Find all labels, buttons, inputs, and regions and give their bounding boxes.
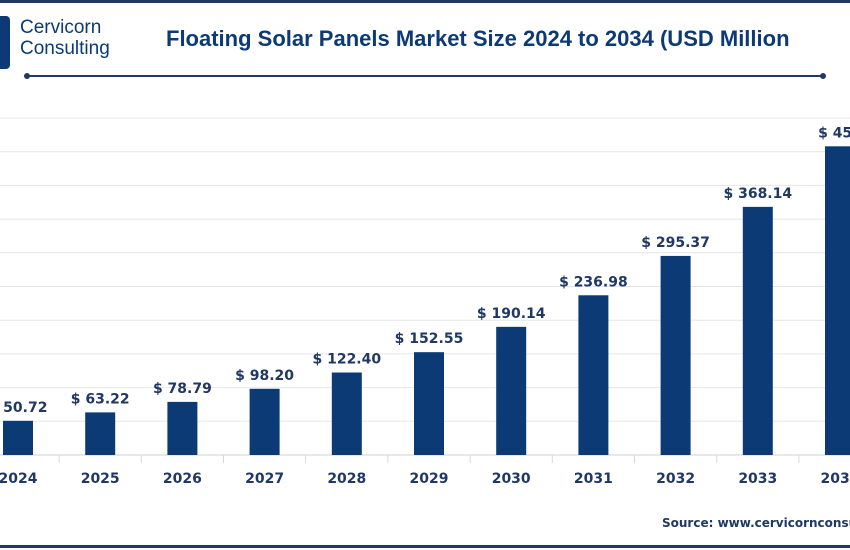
data-label-2034: $ 458 [818,125,850,141]
underline-dot-left [24,73,30,79]
x-tick-label-2034: 2034 [821,471,850,487]
data-label-2027: $ 98.20 [235,368,294,384]
brand-logo: Cervicorn Consulting [20,17,110,59]
data-label-2029: $ 152.55 [395,331,464,347]
data-label-2025: $ 63.22 [71,391,130,407]
logo-icon [0,16,10,69]
x-tick-label-2025: 2025 [81,471,120,487]
data-label-2031: $ 236.98 [559,274,628,290]
brand-line1: Cervicorn [20,17,102,38]
source-note: Source: www.cervicornconsultin [662,516,850,530]
bar-2026 [167,401,198,455]
data-label-2030: $ 190.14 [477,306,546,322]
data-label-2032: $ 295.37 [641,235,710,251]
x-tick-label-2029: 2029 [410,471,449,487]
x-tick-label-2032: 2032 [656,471,695,487]
x-tick-label-2026: 2026 [163,471,202,487]
bar-2031 [578,295,609,455]
bar-2030 [496,326,527,455]
brand-line2: Consulting [20,38,110,59]
x-tick-label-2028: 2028 [327,471,366,487]
x-tick-label-2030: 2030 [492,471,531,487]
data-label-2033: $ 368.14 [723,186,792,202]
data-label-2024: $ 50.72 [0,400,47,416]
x-tick-label-2031: 2031 [574,471,613,487]
bar-2032 [660,255,691,455]
x-tick-label-2027: 2027 [245,471,284,487]
bar-2029 [414,352,444,455]
x-tick-label-2024: 2024 [0,471,38,487]
bar-2024 [3,420,33,455]
data-label-2026: $ 78.79 [153,381,212,397]
data-label-2028: $ 122.40 [312,352,381,368]
underline-dot-right [820,73,826,79]
bar-2025 [85,412,116,455]
bar-2033 [742,206,773,455]
bar-2034 [825,146,850,456]
bar-2027 [249,388,280,455]
chart-title: Floating Solar Panels Market Size 2024 t… [166,26,790,51]
bar-2028 [331,372,362,455]
x-tick-label-2033: 2033 [738,471,777,487]
top-border [0,0,850,3]
bottom-border [0,545,850,548]
